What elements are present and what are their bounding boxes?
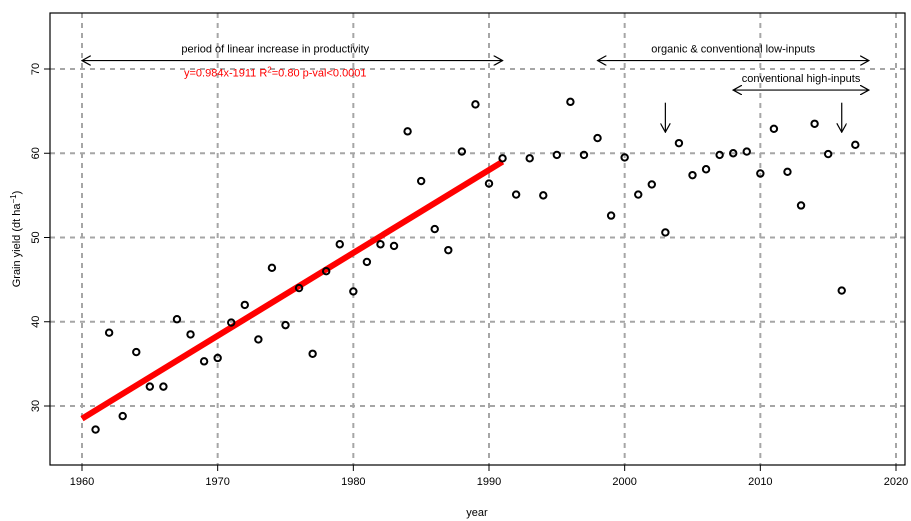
- regression-line: [80, 159, 505, 422]
- organic-label: organic & conventional low-inputs: [651, 44, 815, 56]
- x-tick-label: 1990: [477, 476, 501, 488]
- y-tick-label: 40: [30, 316, 42, 328]
- data-point: [199, 357, 209, 366]
- conventional-label: conventional high-inputs: [742, 73, 861, 85]
- y-axis-title-close: ): [11, 191, 23, 195]
- data-point: [715, 150, 724, 160]
- data-point: [362, 257, 372, 267]
- data-point: [294, 283, 304, 293]
- data-point: [742, 147, 751, 156]
- data-point: [213, 353, 222, 363]
- data-point: [471, 100, 480, 109]
- x-tick-label: 2020: [884, 476, 908, 488]
- data-point: [430, 224, 439, 234]
- data-point: [511, 190, 521, 199]
- equation-tail: =0.80 p-val<0.0001: [272, 68, 367, 80]
- data-point: [376, 240, 385, 249]
- data-point: [661, 228, 670, 237]
- data-point: [308, 349, 317, 358]
- data-point: [227, 318, 236, 327]
- data-point: [240, 300, 250, 310]
- data-point: [444, 245, 453, 255]
- data-point: [796, 201, 806, 210]
- data-point: [498, 154, 507, 163]
- annotations: period of linear increase in productivit…: [82, 44, 869, 133]
- data-point: [145, 382, 155, 391]
- data-point: [349, 287, 358, 296]
- data-point: [172, 315, 182, 324]
- data-point: [457, 147, 467, 156]
- data-point: [539, 191, 548, 200]
- x-tick-label: 2010: [748, 476, 772, 488]
- data-point: [688, 170, 697, 180]
- data-point: [159, 382, 168, 391]
- y-tick-label: 50: [30, 231, 42, 243]
- data-point: [525, 154, 534, 163]
- data-point: [118, 411, 127, 421]
- data-point: [647, 180, 656, 189]
- data-point: [851, 140, 860, 150]
- data-point: [634, 190, 643, 199]
- data-point: [674, 138, 684, 148]
- y-axis-title: Grain yield (dt ha−1): [9, 191, 24, 288]
- data-point: [837, 286, 846, 295]
- period-label: period of linear increase in productivit…: [181, 44, 369, 56]
- data-point: [267, 263, 277, 273]
- y-tick-label: 30: [30, 400, 42, 412]
- data-point: [552, 150, 562, 160]
- data-point: [322, 267, 331, 276]
- x-tick-label: 1960: [70, 476, 94, 488]
- data-point: [132, 347, 141, 357]
- data-point: [403, 127, 412, 136]
- data-point: [593, 133, 602, 143]
- data-point: [810, 119, 819, 128]
- data-point: [606, 211, 616, 220]
- equation-main: y=0.984x-1911 R: [184, 68, 267, 80]
- data-point: [104, 328, 114, 337]
- data-points: [91, 97, 860, 434]
- regression-equation: y=0.984x-1911 R2=0.80 p-val<0.0001: [184, 65, 367, 80]
- data-point: [620, 153, 629, 162]
- data-point: [281, 320, 290, 330]
- equation-sup: 2: [267, 65, 272, 74]
- data-point: [783, 167, 792, 176]
- data-point: [756, 169, 765, 178]
- data-point: [701, 165, 711, 174]
- y-axis: 30 40 50 60 70: [30, 63, 50, 412]
- data-point: [91, 425, 100, 434]
- data-point: [823, 149, 833, 159]
- data-point: [729, 149, 738, 158]
- y-axis-title-sup: −1: [9, 194, 18, 204]
- data-point: [566, 97, 575, 107]
- x-tick-label: 1980: [341, 476, 365, 488]
- x-tick-label: 2000: [612, 476, 636, 488]
- x-axis-title: year: [466, 507, 488, 519]
- x-axis: 1960 1970 1980 1990 2000 2010 2020: [70, 465, 908, 488]
- data-point: [484, 179, 494, 188]
- data-point: [335, 240, 344, 249]
- data-point: [579, 150, 589, 160]
- data-point: [389, 241, 399, 251]
- y-tick-label: 60: [30, 147, 42, 159]
- x-tick-label: 1970: [205, 476, 229, 488]
- data-point: [416, 176, 426, 186]
- y-tick-label: 70: [30, 63, 42, 75]
- data-point: [186, 330, 195, 339]
- data-point: [769, 124, 779, 134]
- y-axis-title-main: Grain yield (dt ha: [11, 203, 23, 288]
- grid: [50, 13, 905, 465]
- data-point: [254, 335, 263, 344]
- plot-frame: [49, 12, 906, 466]
